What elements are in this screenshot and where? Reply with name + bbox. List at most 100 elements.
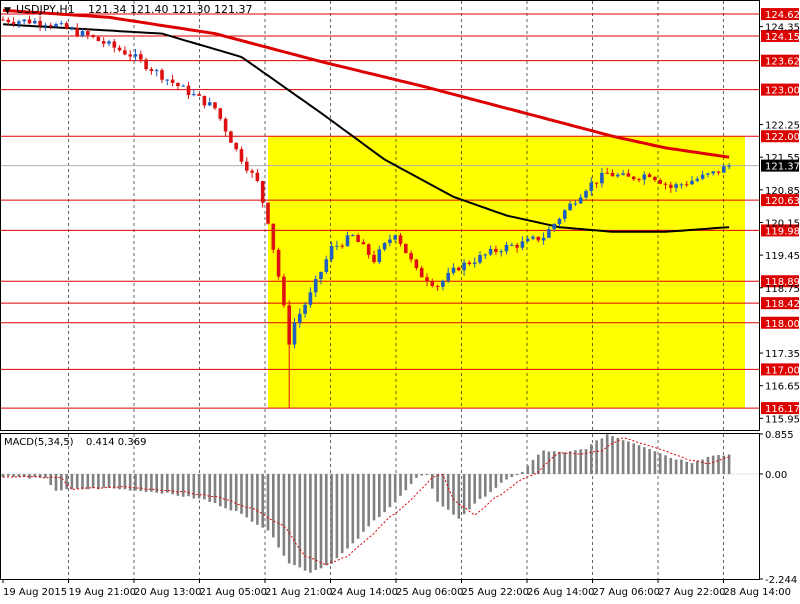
time-tick-label: 28 Aug 14:00: [724, 587, 791, 598]
candle: [600, 168, 604, 188]
candle: [435, 284, 440, 291]
price-tick-label: 121.55: [765, 153, 800, 164]
candle: [27, 15, 32, 25]
macd-bar: [425, 474, 429, 476]
candle-body: [494, 248, 498, 252]
candle: [488, 245, 493, 257]
candle-body: [218, 108, 223, 119]
candle-body: [547, 229, 551, 238]
candle: [393, 234, 397, 243]
macd-bar: [1, 474, 5, 478]
candle-body: [101, 41, 106, 44]
candle: [22, 19, 26, 25]
candle: [329, 241, 334, 263]
macd-bar: [113, 474, 116, 489]
macd-bar: [160, 474, 164, 494]
candle: [419, 265, 424, 278]
candle-body: [361, 242, 366, 245]
candle: [38, 15, 42, 31]
macd-bar: [166, 474, 169, 493]
candle-body: [472, 262, 477, 265]
macd-bar: [574, 450, 577, 475]
candle-body: [154, 70, 159, 72]
candle-body: [594, 182, 599, 184]
candle-body: [584, 190, 588, 198]
macd-bar: [484, 474, 487, 497]
candle-body: [112, 41, 117, 48]
macd-bar: [605, 434, 609, 475]
main-chart-frame: [0, 0, 760, 431]
candle: [181, 84, 185, 87]
candle: [653, 176, 657, 182]
candle: [139, 50, 143, 63]
current-price-badge: [761, 159, 799, 172]
level-badge: [761, 316, 799, 329]
candle: [700, 170, 705, 180]
candle-body: [313, 279, 318, 293]
candle: [589, 177, 594, 196]
candle: [727, 163, 731, 170]
candle-body: [642, 174, 647, 180]
macd-bar: [547, 451, 551, 475]
macd-bar: [81, 474, 84, 490]
candle: [711, 171, 715, 176]
price-tick-label: 120.85: [765, 186, 800, 197]
candle: [425, 273, 429, 287]
candle-body: [356, 234, 360, 243]
macd-bar: [568, 451, 572, 475]
candle: [684, 180, 689, 187]
candle-body: [372, 254, 376, 263]
candle: [578, 194, 583, 204]
macd-bar: [351, 474, 355, 544]
time-tick-label: 25 Aug 06:00: [396, 587, 463, 598]
candle: [457, 266, 461, 272]
candle: [43, 22, 48, 31]
candle-body: [308, 292, 313, 305]
macd-bar: [590, 444, 593, 475]
candle-body: [59, 23, 64, 25]
candle-body: [80, 31, 85, 37]
candle: [409, 250, 413, 263]
macd-bar: [367, 474, 370, 527]
macd-bar: [658, 453, 662, 475]
candle: [255, 169, 260, 183]
candle-body: [669, 184, 673, 188]
candle-body: [144, 59, 148, 70]
macd-bar: [595, 440, 598, 475]
candle-body: [483, 254, 488, 256]
candle: [472, 257, 477, 268]
candle-body: [727, 165, 731, 167]
candle-body: [91, 35, 95, 38]
candle-body: [690, 180, 694, 185]
candle: [351, 234, 355, 237]
macd-bar: [552, 451, 556, 475]
macd-bar: [436, 474, 439, 502]
macd-bar: [388, 474, 392, 508]
candle: [679, 182, 684, 189]
candle-body: [351, 234, 355, 236]
candle: [324, 255, 329, 275]
chart-menu-icon[interactable]: ▼: [4, 6, 11, 16]
candle: [218, 107, 223, 121]
candle-body: [27, 19, 32, 24]
candle-body: [33, 20, 37, 24]
candle: [388, 234, 392, 247]
candle: [605, 167, 609, 174]
candle-body: [706, 173, 710, 175]
candle-body: [319, 271, 323, 280]
macd-bar: [643, 447, 646, 475]
candle-body: [695, 178, 700, 181]
macd-bar: [70, 474, 74, 490]
candle-body: [170, 79, 175, 83]
level-badge: [761, 83, 799, 96]
macd-bar: [208, 474, 211, 502]
candle: [144, 57, 148, 72]
candle-body: [245, 161, 249, 171]
candle-body: [86, 31, 90, 36]
candle: [377, 246, 382, 265]
level-badge-label: 118.89: [765, 277, 800, 288]
ohlc-readout: 121.34 121.40 121.30 121.37: [88, 3, 252, 16]
macd-bar: [711, 455, 715, 475]
